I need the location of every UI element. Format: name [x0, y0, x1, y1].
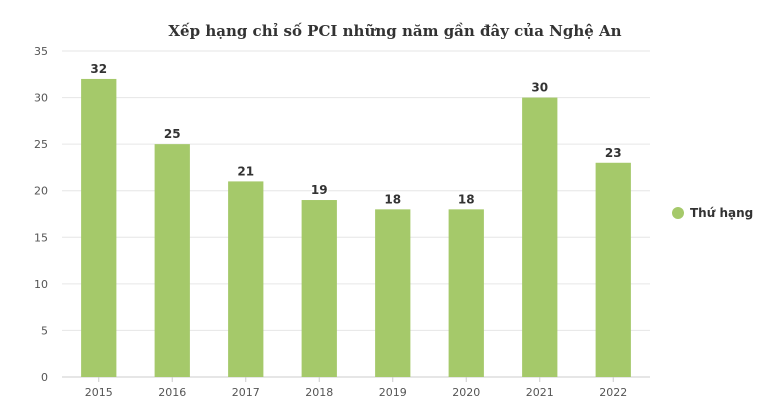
- x-tick-label: 2020: [452, 386, 480, 399]
- bar[interactable]: [375, 209, 411, 377]
- y-tick-label: 35: [34, 45, 48, 58]
- x-tick-label: 2016: [158, 386, 186, 399]
- chart-title: Xếp hạng chỉ số PCI những năm gần đây củ…: [168, 22, 621, 40]
- data-label: 23: [605, 146, 622, 160]
- data-label: 30: [531, 81, 548, 95]
- y-tick-label: 20: [34, 185, 48, 198]
- x-axis: 2015 2016 2017 2018 2019 2020 2021 2022: [85, 377, 627, 399]
- bar[interactable]: [595, 162, 631, 377]
- data-label: 32: [90, 62, 107, 76]
- data-labels: 32 25 21 19 18 18 30 23: [89, 60, 623, 207]
- data-label: 21: [237, 164, 254, 178]
- x-tick-label: 2021: [526, 386, 554, 399]
- bar[interactable]: [228, 181, 264, 377]
- legend-label[interactable]: Thứ hạng: [690, 206, 753, 220]
- bar[interactable]: [154, 144, 190, 377]
- bars: [81, 78, 631, 378]
- bar[interactable]: [301, 200, 337, 377]
- x-tick-label: 2019: [379, 386, 407, 399]
- data-label: 18: [458, 192, 475, 206]
- x-tick-label: 2017: [232, 386, 260, 399]
- data-label: 19: [311, 183, 328, 197]
- y-tick-label: 10: [34, 278, 48, 291]
- gridlines: [62, 50, 650, 378]
- data-label: 25: [164, 127, 181, 141]
- x-tick-label: 2022: [599, 386, 627, 399]
- y-tick-label: 25: [34, 138, 48, 151]
- y-tick-label: 15: [34, 231, 48, 244]
- y-axis: 0 5 10 15 20 25 30 35: [34, 45, 48, 384]
- y-tick-label: 30: [34, 92, 48, 105]
- data-label: 18: [384, 192, 401, 206]
- y-tick-label: 0: [41, 371, 48, 384]
- legend[interactable]: Thứ hạng: [672, 206, 753, 220]
- y-tick-label: 5: [41, 324, 48, 337]
- bar[interactable]: [522, 97, 558, 378]
- x-tick-label: 2018: [305, 386, 333, 399]
- bar[interactable]: [448, 209, 484, 377]
- legend-marker[interactable]: [672, 207, 684, 219]
- bar[interactable]: [81, 78, 117, 377]
- x-tick-label: 2015: [85, 386, 113, 399]
